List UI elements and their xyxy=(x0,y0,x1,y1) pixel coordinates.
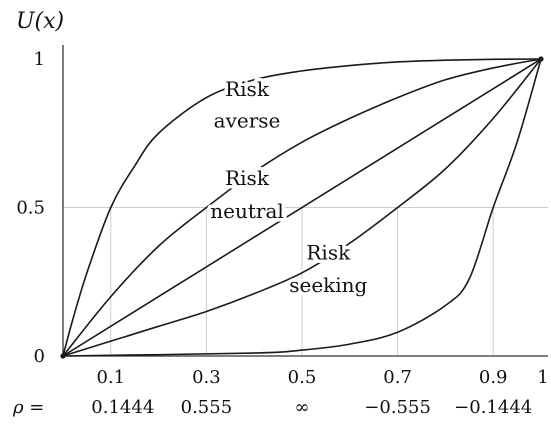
x-tick-label-1: 0.3 xyxy=(192,367,221,388)
rho-value-0: 0.1444 xyxy=(91,397,154,418)
end-point xyxy=(538,56,544,62)
y-tick-label-0: 0 xyxy=(34,346,45,367)
annotation-1-line-0: Risk xyxy=(225,166,270,190)
series-line-2 xyxy=(62,58,542,357)
series-line-4 xyxy=(62,58,542,357)
annotation-2-line-0: Risk xyxy=(306,240,351,264)
x-tick-label-0: 0.1 xyxy=(96,367,125,388)
y-axis-label: U(x) xyxy=(16,9,64,34)
series-line-3 xyxy=(62,58,542,357)
rho-value-1: 0.555 xyxy=(181,397,233,418)
grid-lines xyxy=(63,207,548,356)
x-tick-label-2: 0.5 xyxy=(288,367,317,388)
rho-prefix: ρ = xyxy=(12,397,44,418)
x-tick-label-4: 0.9 xyxy=(479,367,508,388)
series-line-0 xyxy=(62,58,542,357)
annotation-0-line-1: averse xyxy=(214,108,281,132)
rho-value-2: ∞ xyxy=(295,397,310,418)
origin-point xyxy=(60,353,66,359)
rho-value-3: −0.555 xyxy=(364,397,431,418)
x-tick-label-5: 1 xyxy=(537,367,548,388)
tick-labels: 0.1 0.3 0.5 0.7 0.9 1 0 0.5 1 ρ = 0.1444 0.555 ∞ −0.5… xyxy=(12,49,549,418)
annotation-0-line-0: Risk xyxy=(225,77,270,101)
x-tick-label-3: 0.7 xyxy=(383,367,412,388)
y-tick-label-1: 0.5 xyxy=(16,198,45,219)
rho-value-4: −0.1444 xyxy=(454,397,532,418)
series-line-1 xyxy=(62,58,542,357)
y-tick-label-2: 1 xyxy=(34,49,45,70)
annotation-2-line-1: seeking xyxy=(289,273,367,297)
annotation-1-line-1: neutral xyxy=(210,199,284,223)
series-lines xyxy=(60,56,544,359)
axes xyxy=(62,45,548,357)
annotations: Risk averse Risk neutral Risk seeking xyxy=(207,74,371,301)
